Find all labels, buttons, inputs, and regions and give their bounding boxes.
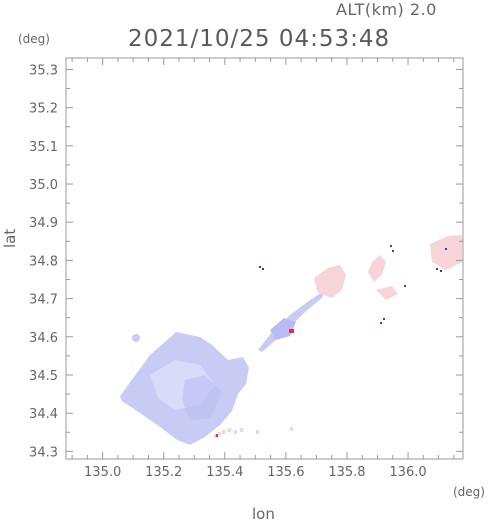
echo-pink-cell [368, 255, 386, 282]
echo-speck [383, 318, 385, 320]
y-tick-label: 34.4 [29, 407, 58, 422]
y-tick-label: 34.6 [29, 331, 58, 346]
echo-speck [214, 434, 217, 438]
echo-speck [234, 430, 237, 434]
x-tick-label: 135.2 [145, 465, 182, 480]
x-tick-label: 135.8 [328, 465, 365, 480]
echo-speck [436, 268, 438, 270]
timestamp-title: 2021/10/25 04:53:48 [128, 26, 391, 52]
echo-speck [392, 250, 394, 252]
echo-speck [222, 430, 225, 434]
echo-pink-cell [376, 286, 398, 300]
echo-speck [256, 430, 259, 434]
echo-small-cell [132, 334, 140, 342]
x-axis: 135.0 135.2 135.4 135.6 135.8 136.0 [71, 58, 455, 480]
echo-speck [216, 434, 218, 437]
echo-speck [228, 428, 231, 432]
y-tick-label: 35.2 [29, 102, 58, 117]
echo-speck [380, 322, 382, 324]
echo-speck [440, 270, 442, 272]
echo-inner-patch [182, 375, 222, 420]
echo-speck [445, 248, 447, 250]
plot-frame [65, 57, 464, 460]
x-tick-label: 135.6 [267, 465, 304, 480]
x-tick-label: 136.0 [389, 465, 426, 480]
y-tick-label: 34.5 [29, 369, 58, 384]
x-tick-label: 135.4 [206, 465, 243, 480]
y-axis: 34.3 34.4 34.5 34.6 34.7 34.8 34.9 35.0 35.1 35.2… [29, 63, 463, 460]
y-tick-label: 35.3 [29, 63, 58, 78]
radar-echo-layer [120, 235, 462, 445]
y-tick-label: 34.9 [29, 216, 58, 231]
altitude-label: ALT(km) 2.0 [336, 0, 437, 19]
x-axis-label: lon [252, 505, 275, 523]
y-tick-label: 34.8 [29, 254, 58, 269]
echo-speck [390, 245, 392, 247]
echo-strong-cell [289, 329, 294, 333]
y-tick-label: 35.1 [29, 140, 58, 155]
y-axis-unit: (deg) [18, 32, 50, 46]
y-tick-label: 35.0 [29, 178, 58, 193]
echo-speck [262, 268, 264, 270]
echo-speck [240, 428, 243, 432]
echo-speck [259, 266, 261, 268]
y-tick-label: 34.7 [29, 293, 58, 308]
echo-band-core [270, 318, 296, 340]
y-tick-label: 34.3 [29, 445, 58, 460]
echo-pink-cell [430, 235, 462, 270]
echo-speck [290, 427, 293, 431]
x-axis-unit: (deg) [453, 485, 485, 499]
echo-pink-cell [314, 265, 346, 298]
x-tick-label: 135.0 [84, 465, 121, 480]
echo-speck [218, 432, 221, 436]
echo-speck [404, 285, 406, 287]
